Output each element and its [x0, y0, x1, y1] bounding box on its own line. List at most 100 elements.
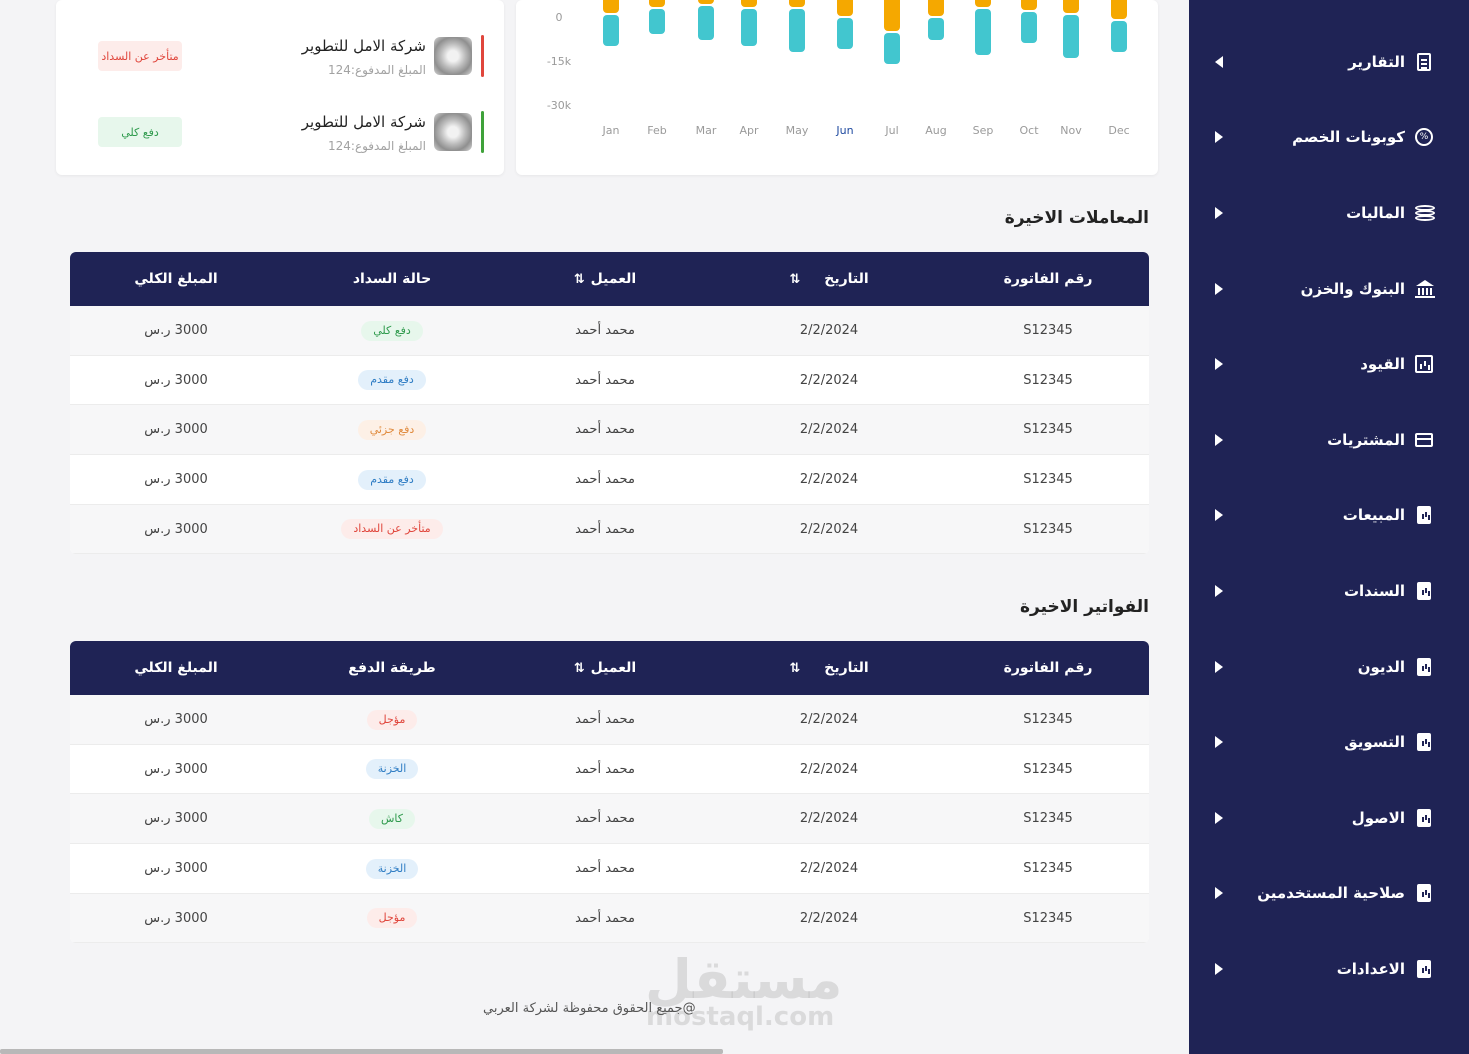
bar-feb-s1[interactable]: [649, 9, 665, 34]
caret-right-icon[interactable]: [1215, 736, 1223, 748]
column-header[interactable]: العميل ⇅: [505, 641, 705, 695]
table-row[interactable]: S12345 2/2/2024 محمد أحمد دفع مقدم 3000 ر.س: [70, 455, 1149, 505]
y-tick-label: 0: [556, 11, 563, 24]
date-cell: 2/2/2024: [799, 422, 859, 438]
caret-right-icon[interactable]: [1215, 283, 1223, 295]
status-badge: كاش: [368, 808, 416, 829]
bar-apr-s0[interactable]: [741, 0, 757, 7]
caret-right-icon[interactable]: [1215, 131, 1223, 143]
status-badge: متأخر عن السداد: [98, 41, 182, 71]
table-row[interactable]: S12345 2/2/2024 محمد أحمد دفع مقدم 3000 ر.س: [70, 355, 1149, 406]
status-badge: مؤجل: [366, 908, 418, 929]
sidebar-item-0[interactable]: التقارير: [1189, 42, 1469, 82]
table-row[interactable]: S12345 2/2/2024 محمد أحمد متأخر عن السداد 30…: [70, 504, 1149, 555]
caret-right-icon[interactable]: [1215, 812, 1223, 824]
bar-nov-s0[interactable]: [1063, 0, 1079, 13]
caret-right-icon[interactable]: [1215, 887, 1223, 899]
bar-mar-s0[interactable]: [698, 0, 714, 4]
bar-sep-s1[interactable]: [975, 9, 991, 55]
document-chart-icon: [1415, 883, 1433, 903]
x-tick-label: Dec: [1108, 124, 1129, 137]
column-label: العميل: [590, 660, 637, 676]
sort-icon[interactable]: ⇅: [789, 660, 801, 676]
invoice-number: S12345: [1023, 323, 1073, 338]
bar-mar-s1[interactable]: [698, 6, 714, 40]
client-cell: محمد أحمد: [575, 761, 635, 777]
bar-jan-s1[interactable]: [603, 15, 619, 46]
table-row[interactable]: S12345 2/2/2024 محمد أحمد كاش 3000 ر.س: [70, 794, 1149, 845]
bar-feb-s0[interactable]: [649, 0, 665, 7]
bar-aug-s1[interactable]: [928, 18, 944, 40]
sort-icon[interactable]: ⇅: [573, 271, 585, 287]
amount-cell: 3000 ر.س: [144, 761, 208, 777]
client-cell: محمد أحمد: [575, 861, 635, 877]
company-logo: [434, 113, 472, 151]
bar-dec-s0[interactable]: [1111, 0, 1127, 19]
column-header[interactable]: التاريخ ⇅: [729, 641, 929, 695]
column-header[interactable]: العميل ⇅: [505, 252, 705, 306]
caret-left-icon[interactable]: [1215, 56, 1223, 68]
sidebar-item-8[interactable]: الديون: [1189, 647, 1469, 687]
bar-oct-s0[interactable]: [1021, 0, 1037, 10]
bar-aug-s0[interactable]: [928, 0, 944, 16]
sidebar-item-9[interactable]: التسويق: [1189, 722, 1469, 762]
sidebar-item-2[interactable]: الماليات: [1189, 193, 1469, 233]
bar-may-s0[interactable]: [789, 0, 805, 7]
sort-icon[interactable]: ⇅: [573, 660, 585, 676]
caret-right-icon[interactable]: [1215, 509, 1223, 521]
sidebar-item-label: كوبونات الخصم: [1292, 128, 1405, 146]
column-label: التاريخ: [824, 271, 869, 287]
bar-may-s1[interactable]: [789, 9, 805, 52]
bar-dec-s1[interactable]: [1111, 21, 1127, 52]
bar-nov-s1[interactable]: [1063, 15, 1079, 58]
bar-sep-s0[interactable]: [975, 0, 991, 7]
bar-jun-s0[interactable]: [837, 0, 853, 16]
sidebar-item-label: السندات: [1343, 582, 1405, 600]
bar-jul-s0[interactable]: [884, 0, 900, 31]
bar-apr-s1[interactable]: [741, 9, 757, 46]
invoice-number: S12345: [1023, 422, 1073, 438]
sidebar-item-12[interactable]: الاعدادات: [1189, 949, 1469, 989]
document-chart-icon: [1415, 732, 1433, 752]
caret-right-icon[interactable]: [1215, 661, 1223, 673]
company-row[interactable]: شركة الامل للتطوير المبلغ المدفوع:124 دفع …: [84, 109, 484, 159]
amount-cell: 3000 ر.س: [144, 372, 208, 388]
horizontal-scrollbar[interactable]: [0, 1049, 723, 1054]
sidebar-item-10[interactable]: الاصول: [1189, 798, 1469, 838]
sort-icon[interactable]: ⇅: [789, 271, 801, 287]
table-row[interactable]: S12345 2/2/2024 محمد أحمد مؤجل 3000 ر.س: [70, 695, 1149, 745]
caret-right-icon[interactable]: [1215, 358, 1223, 370]
status-badge: دفع كلي: [361, 320, 423, 341]
column-label: طريقة الدفع: [348, 660, 436, 676]
column-header[interactable]: التاريخ ⇅: [729, 252, 929, 306]
bar-oct-s1[interactable]: [1021, 12, 1037, 43]
column-header: طريقة الدفع: [292, 641, 492, 695]
table-row[interactable]: S12345 2/2/2024 محمد أحمد دفع جزئي 3000 ر.س: [70, 405, 1149, 456]
company-row[interactable]: شركة الامل للتطوير المبلغ المدفوع:124 متأخ…: [84, 33, 484, 83]
sidebar-item-11[interactable]: صلاحية المستخدمين: [1189, 873, 1469, 913]
bar-jun-s1[interactable]: [837, 18, 853, 49]
table-row[interactable]: S12345 2/2/2024 محمد أحمد دفع كلي 3000 ر.س: [70, 306, 1149, 356]
bar-jan-s0[interactable]: [603, 0, 619, 13]
caret-right-icon[interactable]: [1215, 963, 1223, 975]
table-row[interactable]: S12345 2/2/2024 محمد أحمد الخزنة 3000 ر.س: [70, 844, 1149, 894]
status-bar: [481, 35, 484, 77]
caret-right-icon[interactable]: [1215, 207, 1223, 219]
caret-right-icon[interactable]: [1215, 434, 1223, 446]
status-bar: [481, 111, 484, 153]
table-row[interactable]: S12345 2/2/2024 محمد أحمد الخزنة 3000 ر.س: [70, 744, 1149, 795]
bar-jul-s1[interactable]: [884, 33, 900, 64]
table-row[interactable]: S12345 2/2/2024 محمد أحمد مؤجل 3000 ر.س: [70, 893, 1149, 944]
status-cell: دفع مقدم: [292, 356, 492, 405]
amount-cell: 3000 ر.س: [144, 521, 208, 537]
sidebar-item-3[interactable]: البنوك والخزن: [1189, 269, 1469, 309]
sidebar-item-5[interactable]: المشتريات: [1189, 420, 1469, 460]
sidebar-item-4[interactable]: القيود: [1189, 344, 1469, 384]
sidebar-item-6[interactable]: المبيعات: [1189, 495, 1469, 535]
caret-right-icon[interactable]: [1215, 585, 1223, 597]
sidebar-item-1[interactable]: كوبونات الخصم%: [1189, 117, 1469, 157]
sidebar-item-7[interactable]: السندات: [1189, 571, 1469, 611]
column-header: رقم الفاتورة: [948, 252, 1148, 306]
client-cell: محمد أحمد: [575, 811, 635, 827]
sidebar-item-label: الاصول: [1351, 809, 1405, 827]
